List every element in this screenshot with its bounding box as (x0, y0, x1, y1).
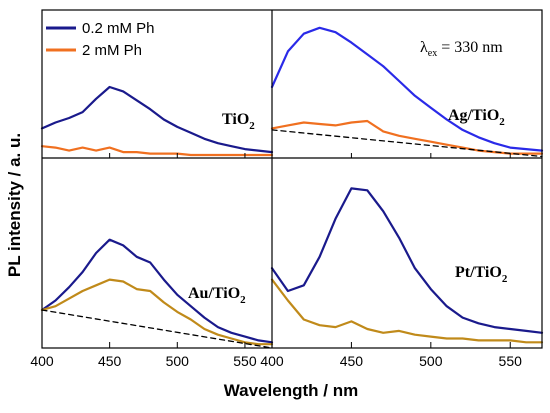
legend-label: 2 mM Ph (82, 42, 142, 59)
lambda-symbol: λ (420, 39, 428, 56)
series-line-high-ph (40, 145, 274, 157)
x-tick-label: 450 (98, 353, 122, 369)
x-tick-label: 550 (233, 353, 257, 369)
series-line-low-ph (40, 238, 274, 344)
excitation-label: λex = 330 nm (420, 39, 503, 59)
panel-label-main: Pt/TiO (455, 264, 502, 281)
panel-label: Pt/TiO2 (455, 264, 508, 285)
x-tick-label: 550 (499, 353, 523, 369)
series-line-high-ph (270, 278, 544, 344)
baseline-dashed-line (271, 129, 543, 158)
panel-label-main: Au/TiO (188, 285, 240, 302)
panel-bottom-left: Au/TiO2 400 450 500 550 (30, 238, 274, 369)
x-tick-label: 500 (166, 353, 190, 369)
series-line-high-ph (40, 278, 274, 346)
lambda-value: = 330 nm (437, 39, 503, 56)
panel-label: Au/TiO2 (188, 285, 246, 306)
panel-label: TiO2 (222, 111, 255, 132)
panel-label-subscript: 2 (240, 294, 246, 306)
y-axis-title: PL intensity / a. u. (5, 132, 24, 278)
legend-label: 0.2 mM Ph (82, 20, 155, 37)
baseline-dashed-line (41, 309, 273, 349)
panel-label-subscript: 2 (249, 120, 255, 132)
panel-label: Ag/TiO2 (448, 107, 505, 128)
lambda-subscript: ex (428, 48, 437, 59)
panel-bottom-right: Pt/TiO2 400 450 500 550 (260, 187, 544, 369)
panel-label-subscript: 2 (502, 273, 508, 285)
x-tick-label: 500 (419, 353, 443, 369)
panel-label-main: TiO (222, 111, 249, 128)
y-axis-title-box: PL intensity / a. u. (2, 70, 28, 340)
x-tick-label: 450 (340, 353, 364, 369)
outer-frame (41, 9, 543, 349)
panel-top-right: Ag/TiO2 (270, 26, 544, 158)
x-tick-label: 400 (260, 353, 284, 369)
series-line-low-ph (40, 85, 274, 154)
series-line-low-ph (270, 187, 544, 334)
x-axis-title: Wavelength / nm (223, 381, 359, 400)
series-line-low-ph (270, 26, 544, 152)
panel-label-subscript: 2 (499, 116, 505, 128)
legend: 0.2 mM Ph 2 mM Ph (46, 20, 155, 59)
panel-label-main: Ag/TiO (448, 107, 499, 124)
panel-top-left: TiO2 (40, 85, 274, 158)
x-tick-label: 400 (30, 353, 54, 369)
